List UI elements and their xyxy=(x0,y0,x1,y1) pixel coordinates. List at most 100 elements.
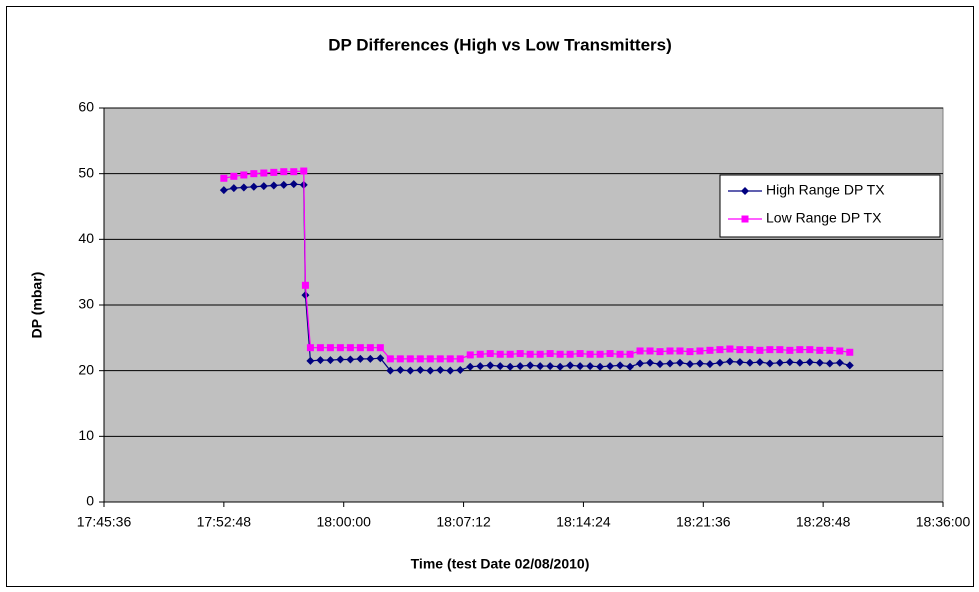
marker xyxy=(366,344,374,352)
marker xyxy=(386,366,395,375)
marker xyxy=(796,346,804,354)
marker xyxy=(229,184,238,193)
marker xyxy=(586,362,595,371)
marker xyxy=(316,356,325,365)
marker xyxy=(336,344,344,352)
marker xyxy=(326,344,334,352)
marker xyxy=(426,355,434,363)
marker xyxy=(416,355,424,363)
marker xyxy=(466,362,475,371)
marker xyxy=(526,350,534,358)
marker xyxy=(805,358,814,367)
marker xyxy=(279,180,288,189)
marker xyxy=(406,355,414,363)
chart-title: DP Differences (High vs Low Transmitters… xyxy=(328,35,672,54)
y-axis-label: DP (mbar) xyxy=(29,272,45,339)
marker xyxy=(685,360,694,369)
marker xyxy=(741,187,749,195)
marker xyxy=(705,360,714,369)
marker xyxy=(506,350,514,358)
marker xyxy=(715,358,724,367)
marker xyxy=(765,359,774,368)
marker xyxy=(219,186,228,195)
marker xyxy=(586,350,594,358)
marker xyxy=(795,358,804,367)
marker xyxy=(366,354,375,363)
marker xyxy=(716,346,724,354)
marker xyxy=(466,351,474,359)
marker xyxy=(696,347,704,355)
y-tick-label: 30 xyxy=(78,296,94,312)
marker xyxy=(556,362,565,371)
marker xyxy=(476,350,484,358)
marker xyxy=(626,350,634,358)
marker xyxy=(239,183,248,192)
marker xyxy=(726,345,734,353)
marker xyxy=(775,358,784,367)
marker xyxy=(326,356,335,365)
marker xyxy=(376,354,385,363)
marker xyxy=(836,347,844,355)
marker xyxy=(746,346,754,354)
marker xyxy=(446,355,454,363)
marker xyxy=(249,182,258,191)
marker xyxy=(566,361,575,370)
marker xyxy=(356,344,364,352)
marker xyxy=(695,359,704,368)
marker xyxy=(496,350,504,358)
marker xyxy=(665,359,674,368)
marker xyxy=(346,355,355,364)
x-tick-label: 18:00:00 xyxy=(316,514,371,530)
marker xyxy=(736,346,744,354)
marker xyxy=(316,344,324,352)
marker xyxy=(616,361,625,370)
marker xyxy=(735,358,744,367)
marker xyxy=(289,180,298,189)
marker xyxy=(230,172,238,180)
marker xyxy=(496,362,505,371)
marker xyxy=(426,366,435,375)
marker xyxy=(606,362,615,371)
marker xyxy=(815,358,824,367)
marker xyxy=(250,170,258,178)
marker xyxy=(336,355,345,364)
marker xyxy=(269,181,278,190)
marker xyxy=(476,362,485,371)
marker xyxy=(636,347,644,355)
y-tick-label: 40 xyxy=(78,230,94,246)
marker xyxy=(306,356,315,365)
marker xyxy=(646,358,655,367)
marker xyxy=(301,291,310,300)
marker xyxy=(666,347,674,355)
marker xyxy=(386,355,394,363)
marker xyxy=(646,347,654,355)
marker xyxy=(546,362,555,371)
marker xyxy=(300,167,308,175)
marker xyxy=(656,348,664,356)
marker xyxy=(725,357,734,366)
marker xyxy=(486,361,495,370)
marker xyxy=(396,366,405,375)
legend-label: Low Range DP TX xyxy=(766,210,882,226)
marker xyxy=(786,346,794,354)
marker xyxy=(816,346,824,354)
marker xyxy=(686,348,694,356)
marker xyxy=(596,362,605,371)
marker xyxy=(306,344,314,352)
x-tick-label: 18:36:00 xyxy=(916,514,971,530)
marker xyxy=(280,168,288,176)
marker xyxy=(376,344,384,352)
marker xyxy=(270,168,278,176)
marker xyxy=(301,281,309,289)
y-tick-label: 20 xyxy=(78,361,94,377)
marker xyxy=(536,362,545,371)
marker xyxy=(576,362,585,371)
marker xyxy=(606,350,614,358)
marker xyxy=(766,346,774,354)
marker xyxy=(416,366,425,375)
marker xyxy=(576,350,584,358)
marker xyxy=(436,366,445,375)
marker xyxy=(596,350,604,358)
marker xyxy=(260,169,268,177)
